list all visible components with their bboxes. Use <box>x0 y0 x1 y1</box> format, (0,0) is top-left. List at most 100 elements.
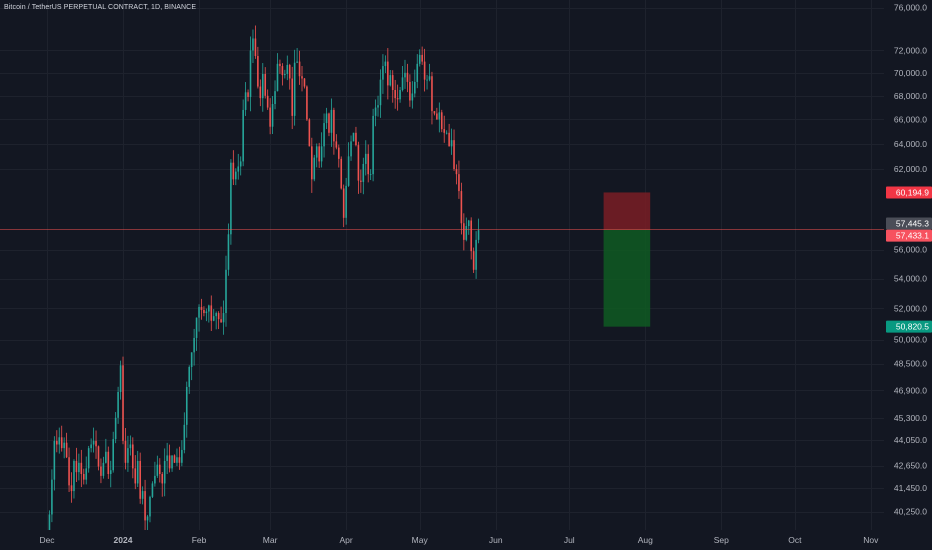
candle[interactable] <box>355 126 357 147</box>
candle[interactable] <box>333 107 335 155</box>
candle[interactable] <box>127 435 129 472</box>
candle[interactable] <box>330 98 333 147</box>
stop-loss-zone[interactable] <box>603 192 651 230</box>
candle[interactable] <box>384 55 387 74</box>
candle[interactable] <box>279 59 281 74</box>
candle[interactable] <box>409 74 411 107</box>
candle[interactable] <box>82 468 85 485</box>
candle[interactable] <box>357 141 360 194</box>
candle[interactable] <box>166 442 168 475</box>
candle[interactable] <box>382 54 384 94</box>
candle[interactable] <box>181 440 183 467</box>
candle[interactable] <box>63 437 65 459</box>
candle[interactable] <box>53 436 56 491</box>
candle[interactable] <box>232 150 235 186</box>
candle[interactable] <box>85 456 88 485</box>
candle[interactable] <box>195 317 198 351</box>
candle[interactable] <box>352 132 355 142</box>
candle[interactable] <box>193 328 195 366</box>
candle[interactable] <box>470 217 472 260</box>
candle[interactable] <box>48 510 51 530</box>
candle[interactable] <box>369 169 372 180</box>
candle[interactable] <box>112 431 115 473</box>
candle[interactable] <box>455 164 458 185</box>
candle[interactable] <box>249 36 252 112</box>
candle[interactable] <box>210 295 213 332</box>
candle[interactable] <box>257 46 259 89</box>
candle[interactable] <box>475 231 477 279</box>
candle[interactable] <box>467 219 470 235</box>
candle[interactable] <box>293 49 296 126</box>
candle[interactable] <box>428 63 431 82</box>
candle[interactable] <box>139 452 141 504</box>
candle[interactable] <box>178 446 181 470</box>
candle[interactable] <box>107 446 110 479</box>
candle[interactable] <box>438 102 441 133</box>
candle[interactable] <box>198 304 200 332</box>
time-axis[interactable]: Dec 2024 Feb Mar Apr May Jun Jul Aug Sep Oct Nov <box>0 530 932 550</box>
candle[interactable] <box>68 447 70 493</box>
candle[interactable] <box>301 65 303 92</box>
candle[interactable] <box>362 157 365 195</box>
candle[interactable] <box>158 458 161 483</box>
candle[interactable] <box>445 130 448 135</box>
candle[interactable] <box>372 108 374 182</box>
candle[interactable] <box>426 74 428 90</box>
candle[interactable] <box>190 352 193 381</box>
candle[interactable] <box>134 455 137 490</box>
candle[interactable] <box>433 111 436 116</box>
candle[interactable] <box>291 66 293 130</box>
candle[interactable] <box>323 113 325 158</box>
candle[interactable] <box>261 63 264 112</box>
candle[interactable] <box>328 112 330 137</box>
candle[interactable] <box>227 223 230 276</box>
candle[interactable] <box>117 386 119 424</box>
candle[interactable] <box>156 455 159 478</box>
candle[interactable] <box>342 184 345 228</box>
candle[interactable] <box>360 169 362 193</box>
candle[interactable] <box>146 514 149 530</box>
candle[interactable] <box>222 300 225 335</box>
candle[interactable] <box>337 144 340 168</box>
candle[interactable] <box>340 156 343 190</box>
candle[interactable] <box>230 159 232 245</box>
symbol-title[interactable]: Bitcoin / TetherUS PERPETUAL CONTRACT, 1… <box>4 4 197 11</box>
candle[interactable] <box>271 96 274 134</box>
candle[interactable] <box>298 50 301 85</box>
candle[interactable] <box>443 115 446 143</box>
candle[interactable] <box>463 213 465 251</box>
candle[interactable] <box>60 425 63 452</box>
candle[interactable] <box>303 77 306 89</box>
candle-series[interactable] <box>46 25 480 544</box>
candle[interactable] <box>141 486 144 505</box>
candle[interactable] <box>185 381 188 438</box>
candle[interactable] <box>237 153 240 180</box>
candle[interactable] <box>149 495 151 523</box>
candle[interactable] <box>401 66 404 92</box>
candle[interactable] <box>418 49 421 67</box>
candle[interactable] <box>347 142 350 187</box>
candle[interactable] <box>136 450 139 488</box>
candle[interactable] <box>416 54 419 89</box>
candle[interactable] <box>436 107 438 120</box>
candle[interactable] <box>100 458 102 484</box>
candle[interactable] <box>239 156 242 176</box>
candle[interactable] <box>315 143 318 168</box>
candle[interactable] <box>431 71 433 125</box>
candle[interactable] <box>208 304 210 323</box>
candle[interactable] <box>286 55 289 81</box>
candle[interactable] <box>65 432 68 459</box>
candle[interactable] <box>318 142 320 168</box>
candle[interactable] <box>220 306 222 323</box>
candle[interactable] <box>404 59 406 89</box>
candle[interactable] <box>414 69 416 98</box>
candle[interactable] <box>276 53 279 92</box>
candle[interactable] <box>163 448 166 497</box>
candle[interactable] <box>296 48 298 64</box>
candle[interactable] <box>217 311 220 330</box>
candle[interactable] <box>114 412 117 444</box>
candle[interactable] <box>252 29 254 64</box>
candle[interactable] <box>345 177 347 225</box>
candle[interactable] <box>171 455 173 472</box>
candle[interactable] <box>448 123 450 147</box>
